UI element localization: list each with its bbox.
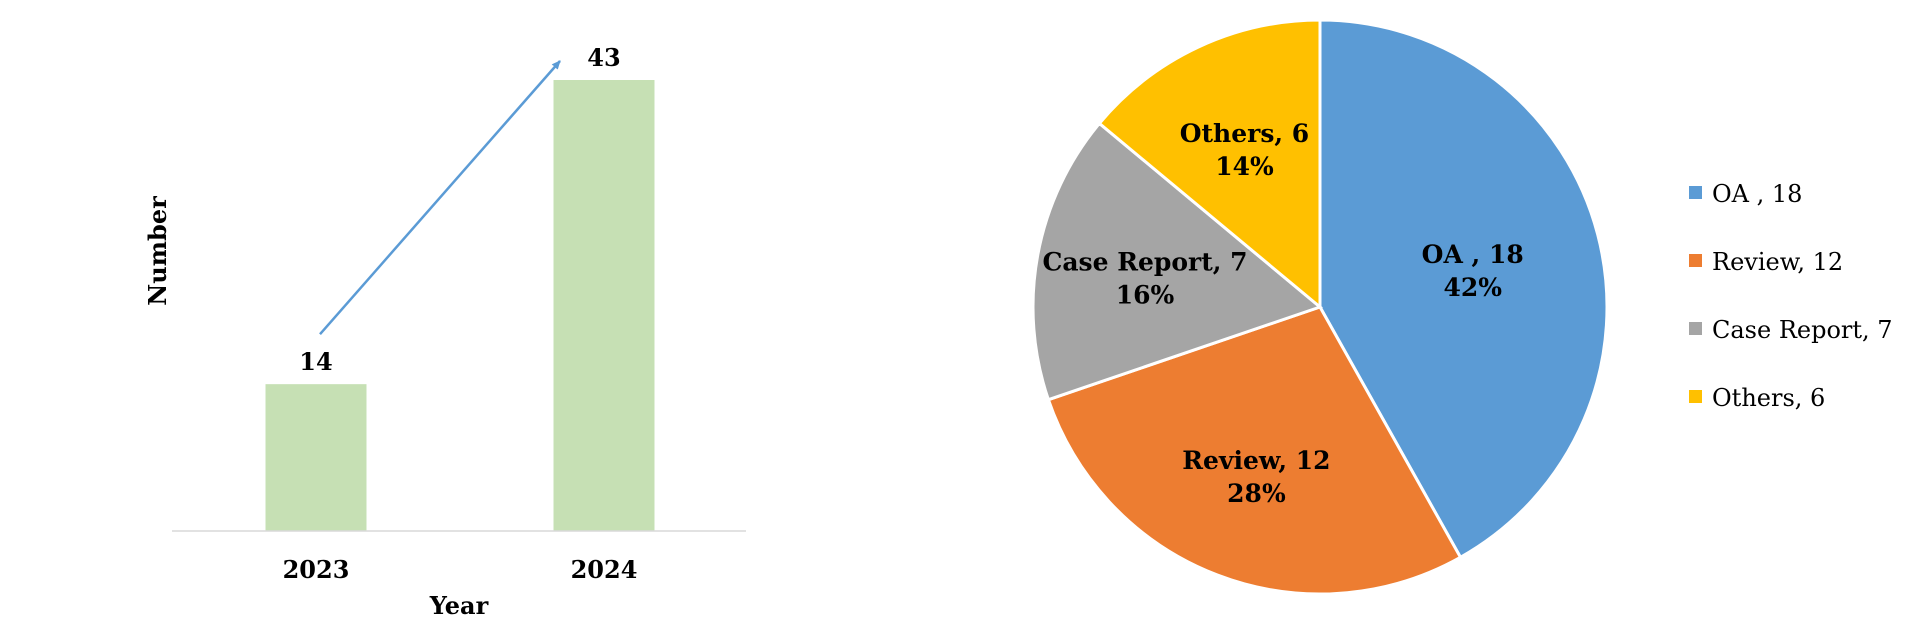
slice-percent: 28% bbox=[1227, 479, 1286, 508]
bar-chart: 2023 2024 14 43 Year Number bbox=[143, 43, 746, 620]
pie-labels: OA , 18 42% Review, 12 28% Case Report, 7 16%… bbox=[1042, 119, 1523, 508]
x-tick-label: 2023 bbox=[283, 555, 350, 584]
pie-slice bbox=[1031, 121, 1324, 402]
legend: OA , 18 Review, 12 Case Report, 7 Others, 6 bbox=[1689, 180, 1893, 412]
pie-slice bbox=[1318, 18, 1609, 560]
pie-chart: OA , 18 42% Review, 12 28% Case Report, 7 16%… bbox=[1031, 18, 1609, 596]
bar-2024 bbox=[553, 80, 655, 531]
slice-label: Review, 12 bbox=[1182, 446, 1330, 475]
x-tick-labels: 2023 2024 bbox=[283, 555, 638, 584]
legend-label: Review, 12 bbox=[1712, 248, 1843, 276]
bar-series bbox=[265, 80, 655, 531]
data-label: 14 bbox=[299, 347, 332, 376]
slice-label: Others, 6 bbox=[1180, 119, 1309, 148]
data-labels: 14 43 bbox=[299, 43, 620, 376]
y-axis-title: Number bbox=[143, 196, 172, 306]
pie-slices bbox=[1031, 18, 1609, 596]
legend-swatch bbox=[1689, 186, 1702, 199]
legend-label: Others, 6 bbox=[1712, 384, 1825, 412]
legend-label: Case Report, 7 bbox=[1712, 316, 1893, 344]
x-tick-label: 2024 bbox=[571, 555, 638, 584]
x-axis-title: Year bbox=[429, 591, 489, 620]
slice-percent: 14% bbox=[1215, 152, 1274, 181]
pie-slice bbox=[1097, 18, 1322, 311]
slice-label: Case Report, 7 bbox=[1042, 248, 1247, 277]
legend-swatch bbox=[1689, 390, 1702, 403]
legend-swatch bbox=[1689, 322, 1702, 335]
bar-2023 bbox=[265, 384, 367, 531]
legend-swatch bbox=[1689, 254, 1702, 267]
slice-percent: 16% bbox=[1116, 281, 1175, 310]
slice-label: OA , 18 bbox=[1422, 240, 1524, 269]
legend-label: OA , 18 bbox=[1712, 180, 1802, 208]
slice-percent: 42% bbox=[1443, 273, 1502, 302]
pie-slice bbox=[1046, 305, 1463, 596]
data-label: 43 bbox=[587, 43, 620, 72]
trend-arrow bbox=[319, 60, 561, 335]
